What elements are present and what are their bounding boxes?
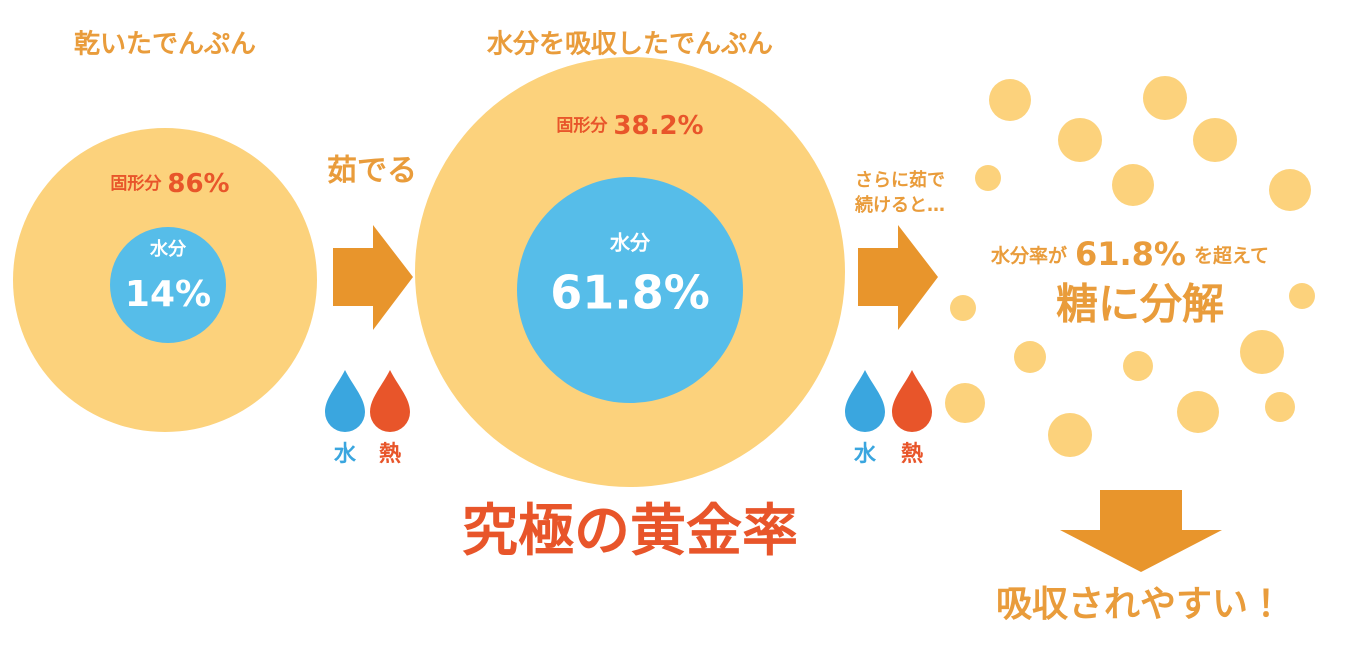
water-circle [110, 227, 226, 343]
solid-value: 38.2% [613, 111, 703, 141]
particle [1048, 413, 1092, 457]
particle [1289, 283, 1315, 309]
heat-text: 熱 [901, 441, 923, 467]
particle [1123, 351, 1153, 381]
step-label-line: 続けると… [854, 194, 945, 216]
water-text: 水 [853, 442, 877, 467]
left-title: 乾いたでんぷん [74, 30, 256, 60]
solid-ratio: 固形分 38.2% [556, 111, 703, 141]
solid-label: 固形分 [556, 115, 608, 136]
particle [1240, 330, 1284, 374]
heat-text: 熱 [379, 441, 401, 467]
water-drop [845, 370, 885, 432]
step-label: 茹でる [327, 154, 417, 189]
water-label: 水分 [609, 231, 651, 255]
solid-value: 86% [167, 169, 229, 199]
water-value: 61.8% [550, 266, 710, 320]
step-label-line: さらに茹で [855, 169, 945, 191]
particle [1143, 76, 1187, 120]
lead: 水分率が [990, 244, 1067, 267]
particle [975, 165, 1001, 191]
trail: を超えて [1194, 244, 1269, 267]
threshold-value: 61.8% [1075, 235, 1186, 273]
highlight: 究極の黄金率 [462, 499, 798, 564]
heat-drop [892, 370, 932, 432]
arrow [333, 225, 413, 330]
particle [1014, 341, 1046, 373]
result-text: 糖に分解 [1056, 280, 1224, 329]
water-label: 水分 [149, 238, 187, 260]
arrow [858, 225, 938, 330]
particle [950, 295, 976, 321]
down-arrow [1060, 490, 1222, 572]
water-circle [517, 177, 743, 403]
conclusion: 吸収されやすい！ [996, 584, 1284, 625]
sugar-particles [945, 76, 1315, 457]
particle [1269, 169, 1311, 211]
particle [1265, 392, 1295, 422]
particle [1058, 118, 1102, 162]
particle [945, 383, 985, 423]
threshold-text: 水分率が 61.8% を超えて [990, 235, 1269, 273]
particle [1177, 391, 1219, 433]
solid-label: 固形分 [110, 173, 162, 194]
solid-ratio: 固形分 86% [110, 169, 229, 199]
heat-drop [370, 370, 410, 432]
particle [989, 79, 1031, 121]
water-text: 水 [333, 442, 357, 467]
water-value: 14% [125, 274, 211, 315]
water-drop [325, 370, 365, 432]
particle [1112, 164, 1154, 206]
particle [1193, 118, 1237, 162]
middle-title: 水分を吸収したでんぷん [486, 30, 773, 60]
